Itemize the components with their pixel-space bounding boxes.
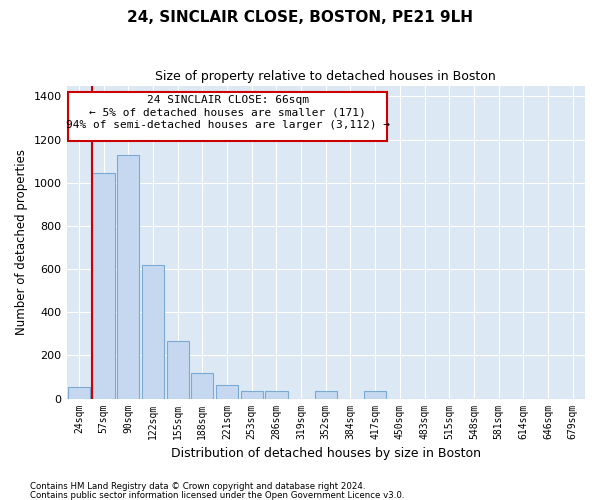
Title: Size of property relative to detached houses in Boston: Size of property relative to detached ho… [155,70,496,83]
Bar [216,384,238,398]
Text: 94% of semi-detached houses are larger (3,112) →: 94% of semi-detached houses are larger (… [65,120,389,130]
Text: 24 SINCLAIR CLOSE: 66sqm: 24 SINCLAIR CLOSE: 66sqm [146,94,308,104]
Bar [142,264,164,398]
Bar [364,391,386,398]
Bar [117,154,139,398]
Bar [191,373,214,398]
Bar [68,386,90,398]
FancyBboxPatch shape [68,92,388,140]
Text: Contains HM Land Registry data © Crown copyright and database right 2024.: Contains HM Land Registry data © Crown c… [30,482,365,491]
Y-axis label: Number of detached properties: Number of detached properties [15,149,28,335]
Bar [265,391,287,398]
Bar [167,340,189,398]
Bar [314,391,337,398]
Bar [241,391,263,398]
Text: ← 5% of detached houses are smaller (171): ← 5% of detached houses are smaller (171… [89,108,366,118]
Text: 24, SINCLAIR CLOSE, BOSTON, PE21 9LH: 24, SINCLAIR CLOSE, BOSTON, PE21 9LH [127,10,473,25]
Bar [92,173,115,398]
Text: Contains public sector information licensed under the Open Government Licence v3: Contains public sector information licen… [30,490,404,500]
X-axis label: Distribution of detached houses by size in Boston: Distribution of detached houses by size … [171,447,481,460]
